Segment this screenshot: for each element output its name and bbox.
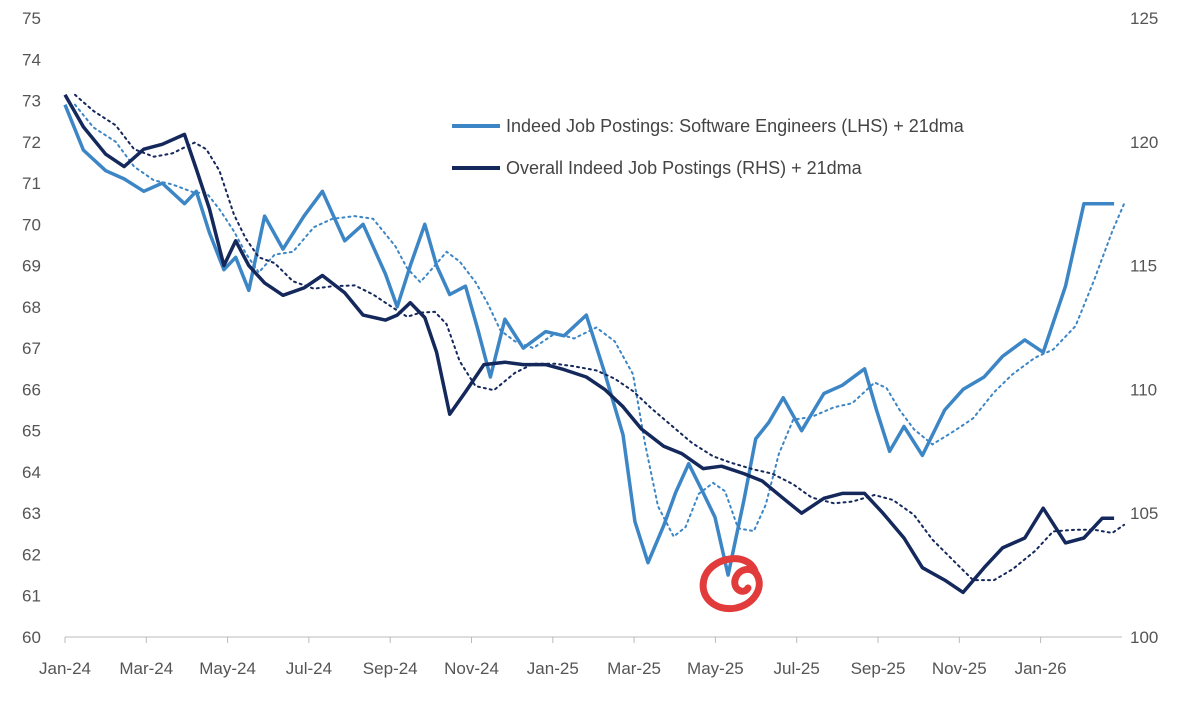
y-tick-label: 61: [22, 587, 41, 606]
y-tick-label: 71: [22, 174, 41, 193]
y-tick-label: 67: [22, 339, 41, 358]
y-tick-label: 70: [22, 215, 41, 234]
x-tick-label: Sep-25: [851, 659, 906, 678]
series-line: [63, 93, 1115, 595]
annotation-layer: [699, 555, 763, 613]
y2-tick-label: 120: [1130, 133, 1158, 152]
y2-tick-label: 105: [1130, 504, 1158, 523]
y-tick-label: 62: [22, 545, 41, 564]
y-tick-label: 60: [22, 628, 41, 647]
x-tick-label: Sep-24: [363, 659, 418, 678]
x-tick-label: Jul-24: [286, 659, 332, 678]
legend-label: Indeed Job Postings: Software Engineers …: [506, 116, 965, 136]
x-tick-label: Jan-25: [527, 659, 579, 678]
axes: 60 61 62 63 64 65 66 67 68 69 70 71 72 73 74 75 100 105 11…: [22, 9, 1158, 678]
y2-tick-label: 115: [1130, 257, 1157, 276]
legend: Indeed Job Postings: Software Engineers …: [452, 116, 965, 178]
x-tick-label: Mar-25: [607, 659, 661, 678]
y2-tick-label: 125: [1130, 9, 1158, 28]
x-tick-label: May-25: [687, 659, 744, 678]
y2-tick-label: 100: [1130, 628, 1158, 647]
y-tick-label: 63: [22, 504, 41, 523]
x-tick-label: Nov-24: [444, 659, 499, 678]
series-21dma-line: [74, 103, 1126, 539]
y2-tick-label: 110: [1130, 380, 1157, 399]
x-tick-label: May-24: [199, 659, 256, 678]
x-tick-label: Nov-25: [932, 659, 987, 678]
y-tick-label: 65: [22, 422, 41, 441]
series-21dma-line: [74, 93, 1126, 582]
y-tick-label: 74: [22, 50, 41, 69]
y-tick-label: 75: [22, 9, 41, 28]
red-circle-annotation: [699, 555, 763, 613]
y-tick-label: 68: [22, 298, 41, 317]
y-tick-label: 69: [22, 257, 41, 276]
series-line: [63, 104, 1115, 577]
x-tick-label: Mar-24: [119, 659, 173, 678]
x-tick-label: Jul-25: [774, 659, 820, 678]
series-layer: [63, 93, 1126, 595]
x-tick-label: Jan-26: [1015, 659, 1067, 678]
y-tick-label: 72: [22, 133, 41, 152]
y-tick-label: 64: [22, 463, 41, 482]
y-tick-label: 66: [22, 380, 41, 399]
y-tick-label: 73: [22, 92, 41, 111]
legend-label: Overall Indeed Job Postings (RHS) + 21dm…: [506, 158, 863, 178]
x-tick-label: Jan-24: [39, 659, 91, 678]
